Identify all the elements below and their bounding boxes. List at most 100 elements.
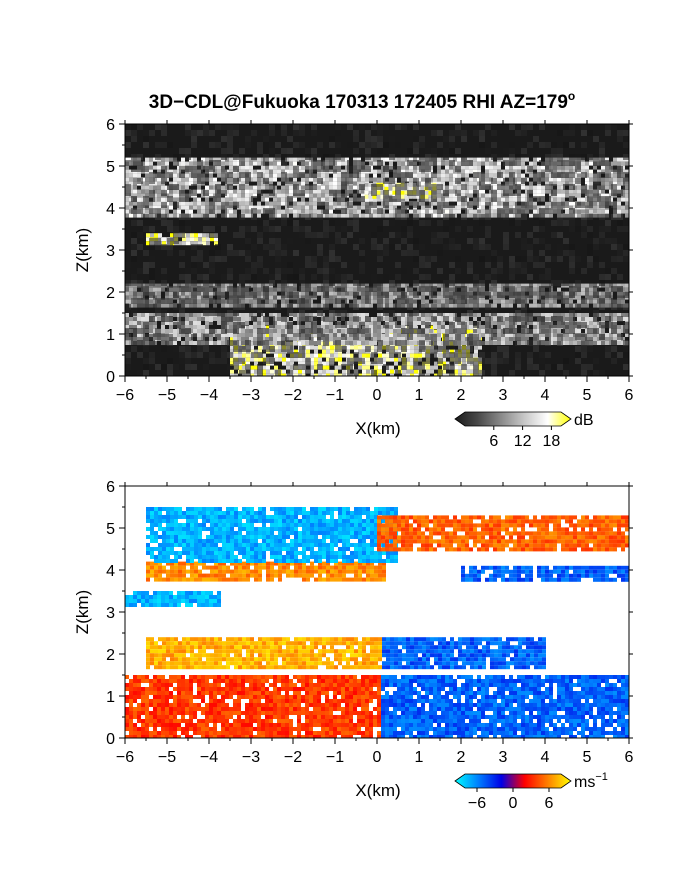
noise-cell: [227, 172, 233, 178]
data-cell: [388, 186, 393, 191]
data-cell: [437, 197, 441, 202]
data-cell: [330, 369, 334, 374]
noise-cell: [311, 148, 317, 154]
noise-cell: [197, 346, 203, 352]
data-cell: [329, 291, 333, 296]
data-cell: [338, 361, 342, 366]
data-cell: [145, 157, 149, 162]
noise-cell: [365, 328, 371, 334]
data-cell: [161, 303, 165, 308]
data-cell: [330, 349, 334, 354]
data-cell: [305, 181, 309, 186]
noise-cell: [353, 334, 359, 340]
noise-cell: [287, 268, 293, 274]
data-cell: [358, 373, 362, 376]
data-cell: [386, 353, 390, 358]
data-cell: [313, 341, 317, 345]
noise-cell: [329, 316, 335, 322]
noise-cell: [359, 262, 365, 268]
data-cell: [569, 337, 573, 341]
data-cell: [277, 165, 281, 170]
data-cell: [133, 189, 137, 194]
data-cell: [477, 157, 481, 162]
noise-cell: [149, 226, 155, 232]
data-cell: [426, 341, 430, 346]
noise-cell: [413, 202, 419, 208]
data-cell: [521, 157, 525, 162]
data-cell: [413, 341, 417, 345]
noise-cell: [311, 166, 317, 172]
noise-cell: [197, 220, 203, 226]
data-cell: [245, 337, 249, 341]
data-cell: [469, 185, 473, 190]
noise-cell: [287, 274, 293, 280]
noise-cell: [275, 274, 281, 280]
data-cell: [609, 333, 613, 337]
data-cell: [493, 303, 497, 308]
data-cell: [437, 329, 441, 333]
data-cell: [458, 369, 462, 374]
noise-cell: [281, 280, 287, 286]
data-cell: [445, 185, 449, 190]
data-cell: [478, 345, 482, 350]
noise-cell: [383, 124, 389, 130]
data-cell: [329, 201, 333, 206]
data-cell: [422, 353, 426, 358]
data-cell: [410, 357, 414, 362]
data-cell: [217, 205, 221, 210]
data-cell: [302, 357, 306, 362]
data-cell: [410, 349, 414, 354]
data-cell: [205, 329, 209, 333]
noise-cell: [245, 340, 251, 346]
data-cell: [277, 295, 281, 300]
data-cell: [362, 349, 366, 354]
data-cell: [281, 299, 285, 304]
data-cell: [189, 209, 193, 214]
data-cell: [278, 345, 282, 350]
data-cell: [281, 189, 285, 194]
data-cell: [273, 161, 277, 166]
data-cell: [569, 193, 573, 198]
noise-cell: [311, 184, 317, 190]
data-cell: [361, 177, 365, 182]
noise-cell: [329, 250, 335, 256]
data-cell: [449, 173, 453, 178]
data-cell: [341, 213, 345, 218]
data-cell: [433, 283, 437, 288]
data-cell: [405, 165, 409, 170]
data-cell: [549, 181, 553, 186]
noise-cell: [143, 298, 149, 304]
noise-cell: [305, 370, 311, 376]
noise-cell: [131, 196, 137, 202]
data-cell: [617, 177, 621, 182]
data-cell: [601, 291, 605, 296]
noise-cell: [275, 226, 281, 232]
data-cell: [293, 201, 297, 206]
noise-cell: [305, 364, 311, 370]
noise-cell: [257, 256, 263, 262]
data-cell: [185, 295, 189, 300]
noise-cell: [305, 184, 311, 190]
data-cell: [569, 299, 573, 304]
noise-cell: [257, 340, 263, 346]
noise-cell: [215, 334, 221, 340]
data-cell: [249, 161, 253, 166]
data-cell: [470, 373, 474, 376]
noise-cell: [131, 166, 137, 172]
noise-cell: [401, 268, 407, 274]
data-cell: [357, 177, 361, 182]
data-cell: [585, 313, 589, 317]
data-cell: [209, 213, 213, 218]
data-cell: [145, 283, 149, 288]
noise-cell: [149, 130, 155, 136]
noise-cell: [341, 298, 347, 304]
data-cell: [477, 313, 481, 317]
data-cell: [169, 189, 173, 194]
data-cell: [382, 357, 386, 362]
data-cell: [589, 325, 593, 329]
data-cell: [266, 333, 270, 338]
data-cell: [193, 201, 197, 206]
data-cell: [401, 333, 405, 337]
data-cell: [329, 197, 333, 202]
data-cell: [406, 345, 410, 350]
